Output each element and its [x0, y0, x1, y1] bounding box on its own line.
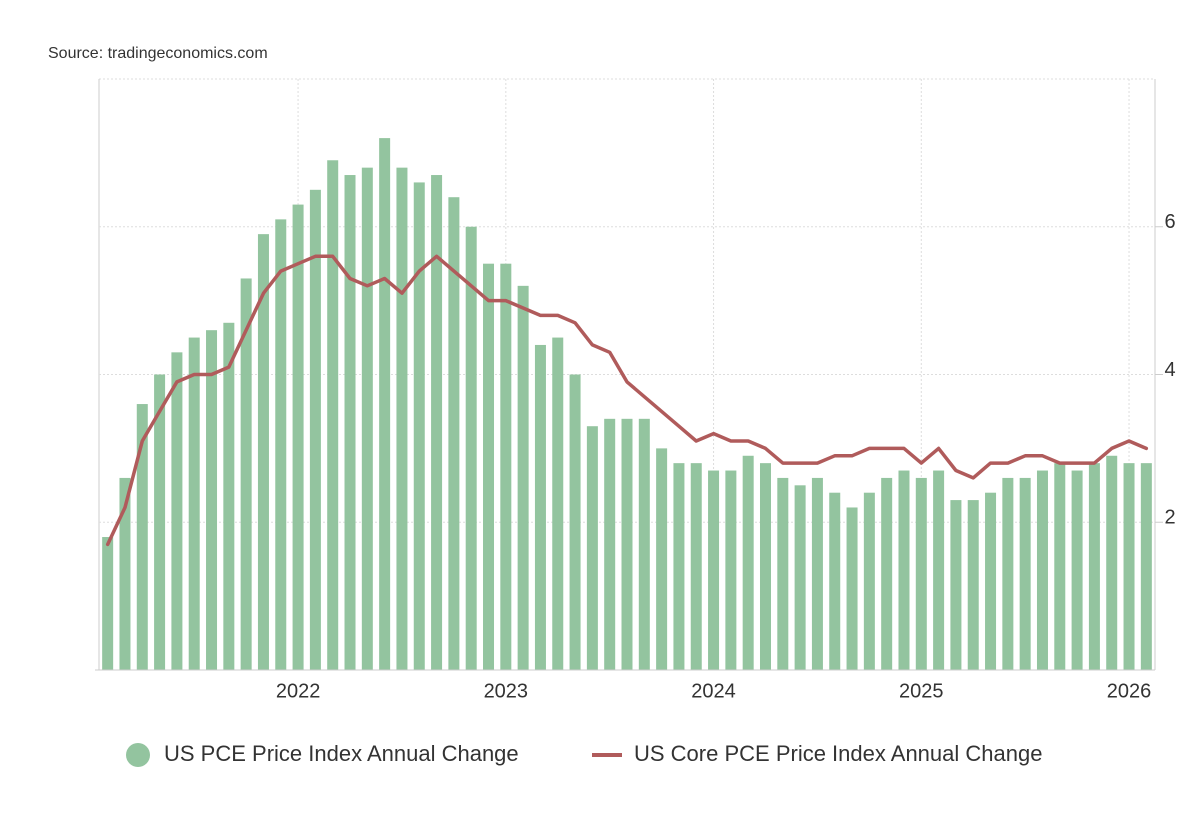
y-tick-label: 2 — [1164, 507, 1175, 529]
x-tick-label: 2025 — [899, 680, 944, 702]
bar — [638, 418, 650, 670]
bar — [1071, 470, 1083, 670]
bar — [1054, 463, 1066, 670]
bar — [465, 226, 477, 670]
legend-label: US PCE Price Index Annual Change — [164, 741, 519, 766]
bar — [1123, 463, 1135, 670]
x-tick-label: 2023 — [484, 680, 529, 702]
bar — [621, 418, 633, 670]
bar — [154, 374, 166, 670]
bar — [811, 477, 823, 670]
bar — [379, 138, 391, 671]
bar — [708, 470, 720, 670]
bar — [933, 470, 945, 670]
x-tick-label: 2022 — [276, 680, 321, 702]
bar — [777, 477, 789, 670]
bar — [136, 404, 148, 670]
bar — [1002, 477, 1014, 670]
line — [105, 254, 1149, 547]
bar — [863, 492, 875, 670]
bar — [1088, 463, 1100, 670]
bar — [1036, 470, 1048, 670]
legend-label: US Core PCE Price Index Annual Change — [634, 741, 1042, 766]
bar — [985, 492, 997, 670]
bar — [500, 263, 512, 670]
bar — [881, 477, 893, 670]
bar — [1106, 455, 1118, 670]
bar — [759, 463, 771, 670]
bar — [206, 330, 218, 670]
bar — [794, 485, 806, 670]
bar — [102, 537, 114, 670]
bar — [552, 337, 564, 670]
bar — [361, 167, 373, 670]
y-tick-label: 6 — [1164, 211, 1175, 233]
legend-marker — [126, 743, 150, 767]
bar — [344, 175, 356, 670]
bar — [829, 492, 841, 670]
bar — [431, 175, 443, 670]
y-tick-label: 4 — [1164, 359, 1175, 381]
bar — [171, 352, 183, 670]
bar — [1019, 477, 1031, 670]
bar — [223, 322, 235, 670]
bar — [690, 463, 702, 670]
bar — [915, 477, 927, 670]
bar — [275, 219, 287, 671]
bar — [517, 285, 529, 670]
bar — [292, 204, 304, 670]
x-tick-label: 2026 — [1107, 680, 1152, 702]
bar — [327, 160, 339, 670]
bar — [604, 418, 616, 670]
bar — [569, 374, 581, 670]
bar — [898, 470, 910, 670]
bar — [742, 455, 754, 670]
x-tick-label: 2024 — [691, 680, 736, 702]
bar — [725, 470, 737, 670]
bar — [483, 263, 495, 670]
bar — [656, 448, 668, 670]
bar — [188, 337, 200, 670]
bar — [396, 167, 408, 670]
bar — [534, 344, 546, 670]
source: Source: tradingeconomics.com — [48, 45, 268, 62]
bar — [257, 234, 269, 670]
bar — [673, 463, 685, 670]
bar — [586, 426, 598, 670]
bar — [950, 500, 962, 670]
bar — [448, 197, 460, 670]
bar — [309, 189, 321, 670]
bar — [1140, 463, 1152, 670]
bar — [413, 182, 425, 671]
bar — [846, 507, 858, 670]
bar — [119, 477, 131, 670]
bar — [967, 500, 979, 670]
bar — [240, 278, 252, 670]
